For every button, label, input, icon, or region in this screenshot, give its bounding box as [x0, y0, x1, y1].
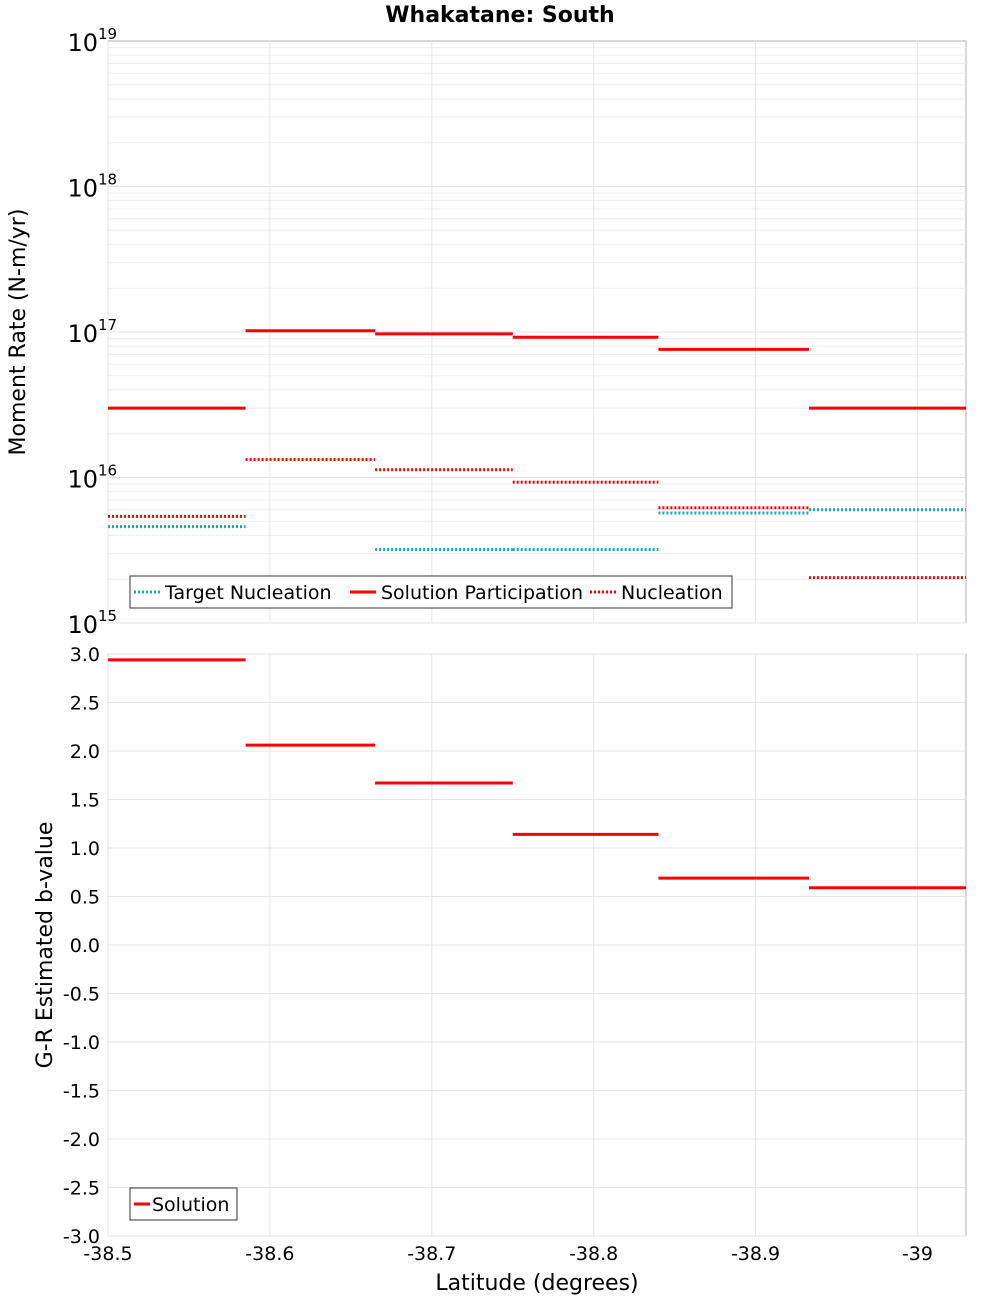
moment-rate-series — [108, 329, 966, 580]
b-value-grid — [107, 653, 966, 1237]
y-tick-label: 3.0 — [70, 644, 100, 666]
b-value-legend: Solution — [129, 1187, 238, 1221]
b-value-y-ticks: 3.0 2.5 2.0 1.5 1.0 0.5 0.0 -0.5 -1.0 -1.5 -2.0 -2.… — [63, 644, 100, 1248]
y-tick-exponent: 16 — [98, 462, 117, 480]
latitude-x-ticks: -38.5 -38.6 -38.7 -38.8 -38.9 -39 — [83, 1243, 933, 1265]
y-tick-label: 1.5 — [70, 790, 100, 812]
legend-box — [129, 575, 733, 609]
y-tick-label: 2.5 — [70, 693, 100, 715]
y-tick-label: 10 — [67, 611, 98, 639]
x-tick-label: -38.9 — [731, 1243, 780, 1265]
y-tick-exponent: 15 — [98, 607, 117, 625]
y-tick-label: 10 — [67, 466, 98, 494]
y-tick-label: -1.5 — [63, 1081, 100, 1103]
y-tick-label: -1.0 — [63, 1032, 100, 1054]
legend-label: Solution Participation — [381, 582, 583, 604]
y-tick-label: 10 — [67, 29, 98, 57]
y-tick-exponent: 18 — [98, 171, 117, 189]
series-solution-participation — [108, 329, 966, 410]
x-tick-label: -38.5 — [83, 1243, 132, 1265]
x-tick-label: -39 — [902, 1243, 933, 1265]
y-tick-label: -2.0 — [63, 1129, 100, 1151]
moment-rate-y-axis-title: Moment Rate (N-m/yr) — [6, 209, 31, 456]
legend-label: Solution — [152, 1194, 229, 1216]
b-value-series — [108, 658, 966, 890]
legend-label: Target Nucleation — [164, 582, 332, 604]
y-tick-label: 0.0 — [70, 935, 100, 957]
y-tick-label: 2.0 — [70, 741, 100, 763]
moment-rate-legend: Target Nucleation Solution Participation N… — [129, 575, 733, 609]
y-tick-label: -0.5 — [63, 984, 100, 1006]
x-axis-title: Latitude (degrees) — [435, 1271, 638, 1296]
series-nucleation — [108, 457, 966, 580]
series-target-nucleation — [108, 508, 966, 552]
x-tick-label: -38.6 — [245, 1243, 294, 1265]
x-tick-label: -38.8 — [569, 1243, 618, 1265]
y-tick-label: -3.0 — [63, 1226, 100, 1248]
chart-title: Whakatane: South — [385, 3, 614, 28]
y-tick-exponent: 17 — [98, 316, 117, 334]
x-tick-label: -38.7 — [407, 1243, 456, 1265]
y-tick-label: 10 — [67, 320, 98, 348]
legend-label: Nucleation — [621, 582, 723, 604]
y-tick-label: 0.5 — [70, 887, 100, 909]
b-value-y-axis-title: G-R Estimated b-value — [33, 822, 58, 1069]
y-tick-exponent: 19 — [98, 25, 117, 43]
y-tick-label: 1.0 — [70, 838, 100, 860]
y-tick-label: 10 — [67, 175, 98, 203]
y-tick-label: -2.5 — [63, 1178, 100, 1200]
b-value-plot: 3.0 2.5 2.0 1.5 1.0 0.5 0.0 -0.5 -1.0 -1.5 -2.0 -2.… — [33, 644, 967, 1296]
series-solution — [108, 658, 966, 890]
moment-rate-grid — [107, 41, 966, 624]
